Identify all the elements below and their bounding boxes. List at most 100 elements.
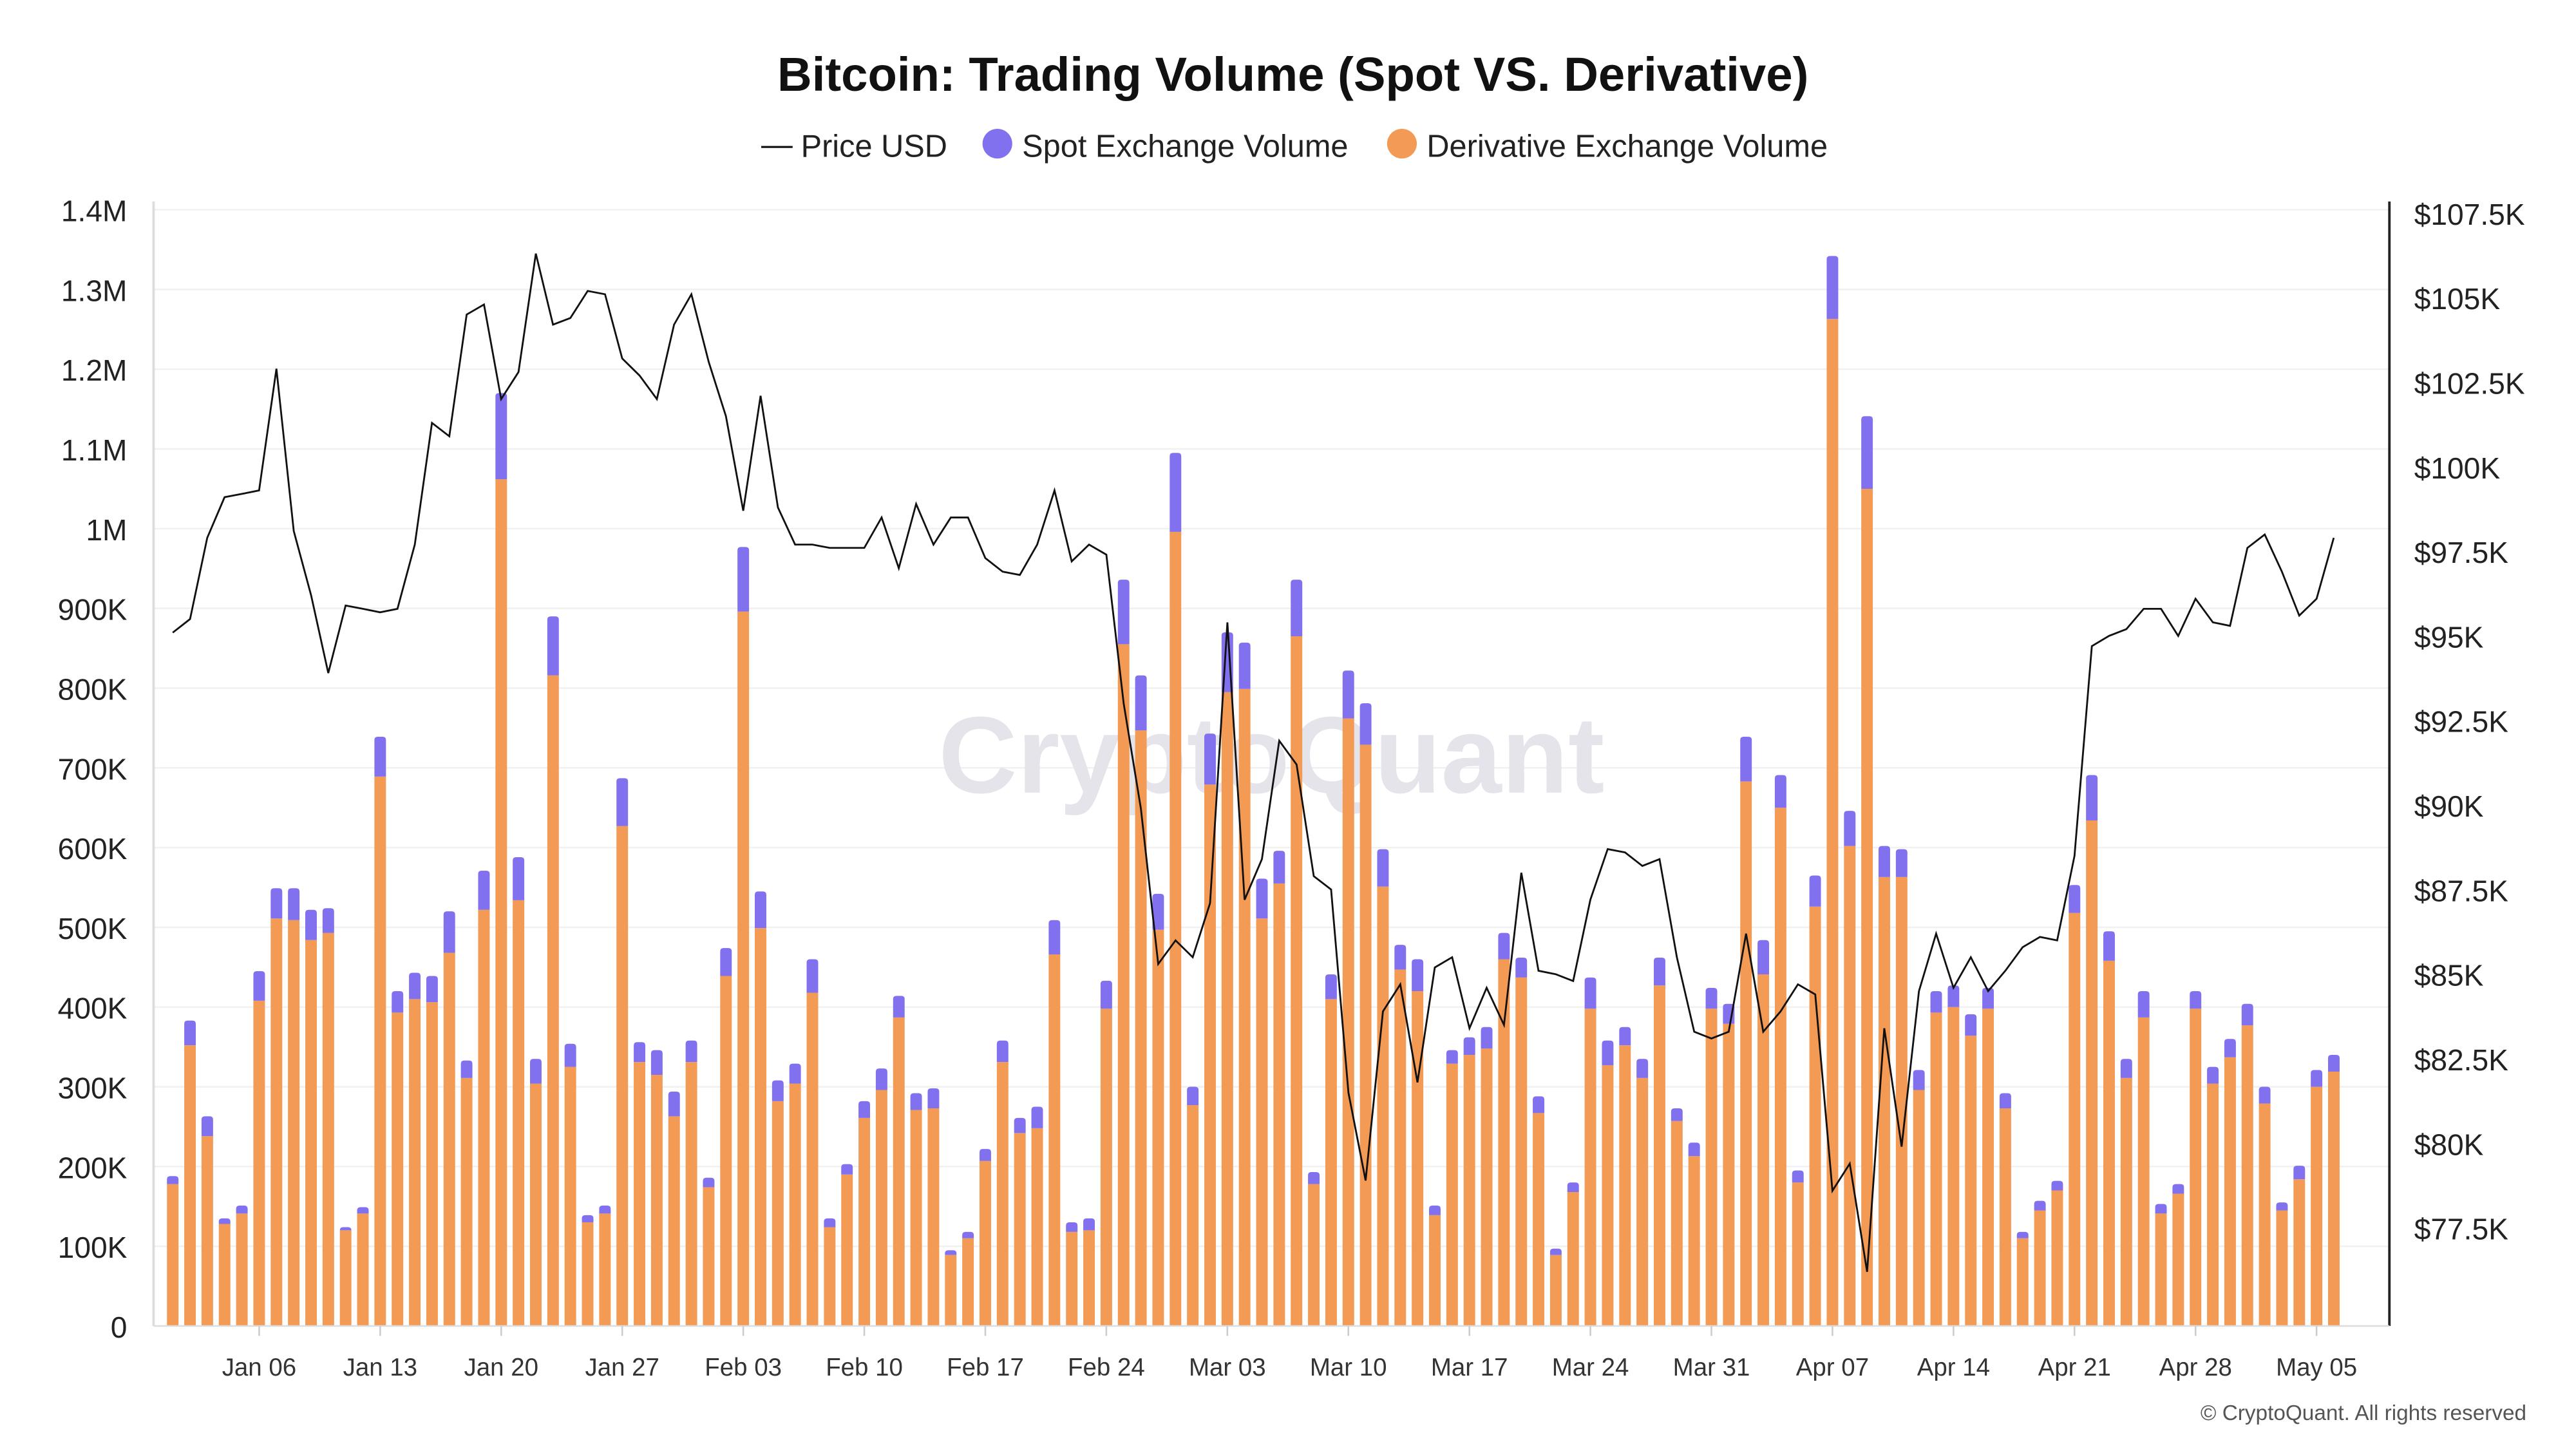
spot-volume-bar xyxy=(1152,893,1164,930)
derivative-volume-bar xyxy=(1394,969,1406,1326)
spot-volume-bar xyxy=(1498,933,1510,960)
left-tick-label: 1.2M xyxy=(61,354,128,387)
spot-volume-bar xyxy=(392,990,404,1013)
derivative-volume-bar xyxy=(167,1184,179,1326)
spot-volume-bar xyxy=(616,778,629,826)
derivative-volume-bar xyxy=(910,1110,922,1326)
right-tick-label: $85K xyxy=(2414,959,2484,992)
legend: Price USD Spot Exchange Volume Derivativ… xyxy=(761,129,1828,164)
x-tick-label: Jan 13 xyxy=(343,1354,417,1381)
spot-volume-bar xyxy=(1170,453,1182,532)
right-tick-label: $87.5K xyxy=(2414,874,2508,907)
derivative-volume-bar xyxy=(2137,1017,2150,1326)
copyright: © CryptoQuant. All rights reserved xyxy=(2201,1401,2526,1425)
spot-volume-bar xyxy=(1204,734,1216,785)
spot-volume-bar xyxy=(945,1250,957,1255)
x-tick-label: Mar 24 xyxy=(1552,1354,1629,1381)
spot-volume-bar xyxy=(1774,775,1786,808)
spot-volume-bar xyxy=(564,1043,576,1067)
x-tick-label: Apr 07 xyxy=(1796,1354,1869,1381)
derivative-volume-bar xyxy=(426,1002,438,1326)
derivative-volume-bar xyxy=(443,952,455,1326)
derivative-volume-bar xyxy=(2190,1009,2202,1326)
left-axis-ticks: 0 100K 200K 300K 400K 500K 600K 700K 800K 900K 1M 1… xyxy=(58,194,128,1344)
derivative-volume-bar xyxy=(1844,846,1856,1326)
derivative-volume-bar xyxy=(374,776,386,1326)
derivative-volume-bar xyxy=(305,940,317,1326)
spot-volume-bar xyxy=(374,737,386,777)
derivative-volume-bar xyxy=(1273,883,1285,1326)
derivative-volume-bar xyxy=(2241,1025,2253,1326)
derivative-volume-bar xyxy=(2224,1057,2236,1326)
derivative-volume-bar xyxy=(1498,959,1510,1326)
derivative-volume-bar xyxy=(409,999,421,1326)
derivative-volume-bar xyxy=(685,1062,697,1326)
derivative-volume-bar xyxy=(1757,974,1770,1326)
spot-volume-bar xyxy=(2328,1055,2340,1072)
spot-volume-bar xyxy=(858,1101,871,1118)
spot-volume-bar xyxy=(1048,920,1061,955)
derivative-volume-bar xyxy=(495,479,507,1326)
spot-volume-bar xyxy=(2190,990,2202,1009)
derivative-volume-bar xyxy=(1533,1113,1545,1326)
spot-volume-bar xyxy=(910,1093,922,1110)
spot-volume-bar xyxy=(1342,670,1354,719)
spot-volume-bar xyxy=(201,1116,213,1137)
derivative-volume-bar xyxy=(1688,1156,1700,1326)
derivative-volume-bar xyxy=(322,933,334,1326)
derivative-volume-bar xyxy=(1774,808,1786,1326)
x-axis-ticks: Jan 06 Jan 13 Jan 20 Jan 27 Feb 03 Feb 10 Feb … xyxy=(222,1325,2357,1381)
derivative-volume-bar xyxy=(2259,1103,2271,1326)
x-tick-label: Jan 06 xyxy=(222,1354,296,1381)
right-tick-label: $100K xyxy=(2414,451,2501,485)
derivative-volume-bar xyxy=(513,900,525,1326)
derivative-volume-bar xyxy=(478,909,490,1326)
derivative-volume-bar xyxy=(824,1227,836,1326)
derivative-volume-bar xyxy=(1636,1077,1649,1326)
x-tick-label: Mar 31 xyxy=(1673,1354,1750,1381)
derivative-volume-bar xyxy=(357,1213,369,1326)
spot-volume-bar xyxy=(1394,945,1406,970)
legend-spot-label[interactable]: Spot Exchange Volume xyxy=(1022,129,1348,164)
spot-volume-bar xyxy=(1238,642,1251,689)
derivative-volume-bar xyxy=(288,920,300,1326)
derivative-volume-bar xyxy=(1861,488,1873,1326)
derivative-volume-bar xyxy=(1100,1009,1112,1326)
spot-volume-bar xyxy=(1999,1093,2011,1108)
x-tick-label: Feb 24 xyxy=(1068,1354,1145,1381)
derivative-volume-bar xyxy=(1083,1230,1095,1326)
right-tick-label: $105K xyxy=(2414,282,2501,316)
derivative-volume-bar xyxy=(1654,985,1665,1326)
spot-volume-bar xyxy=(1757,940,1770,974)
spot-volume-bar xyxy=(1135,675,1147,731)
derivative-volume-bar xyxy=(650,1074,663,1326)
derivative-volume-bar xyxy=(668,1116,680,1326)
derivative-volume-bar xyxy=(1359,744,1372,1326)
derivative-volume-bar xyxy=(1602,1065,1614,1326)
spot-volume-bar xyxy=(1895,849,1908,877)
spot-volume-bar xyxy=(685,1040,697,1063)
derivative-volume-bar xyxy=(1342,718,1354,1326)
derivative-volume-bar xyxy=(2328,1072,2340,1326)
spot-volume-bar xyxy=(2241,1003,2253,1026)
spot-volume-bar xyxy=(1100,980,1112,1009)
spot-volume-bar xyxy=(1930,990,1942,1013)
left-tick-label: 0 xyxy=(111,1311,128,1344)
x-tick-label: Feb 17 xyxy=(947,1354,1024,1381)
derivative-volume-bar xyxy=(1117,644,1130,1326)
spot-volume-bar xyxy=(962,1231,974,1238)
legend-price-label[interactable]: Price USD xyxy=(801,129,947,164)
derivative-volume-bar xyxy=(737,611,750,1326)
derivative-volume-bar xyxy=(841,1174,853,1326)
derivative-volume-bar xyxy=(858,1117,871,1326)
legend-derivative-label[interactable]: Derivative Exchange Volume xyxy=(1426,129,1828,164)
derivative-volume-bar xyxy=(2207,1083,2219,1326)
x-tick-label: Apr 14 xyxy=(1917,1354,1990,1381)
x-tick-label: Mar 03 xyxy=(1189,1354,1266,1381)
x-tick-label: Feb 10 xyxy=(826,1354,903,1381)
derivative-volume-bar xyxy=(2016,1238,2029,1326)
spot-volume-bar xyxy=(650,1050,663,1075)
derivative-volume-bar xyxy=(1567,1191,1579,1326)
derivative-volume-bar xyxy=(582,1222,594,1326)
spot-volume-bar xyxy=(2155,1204,2167,1214)
